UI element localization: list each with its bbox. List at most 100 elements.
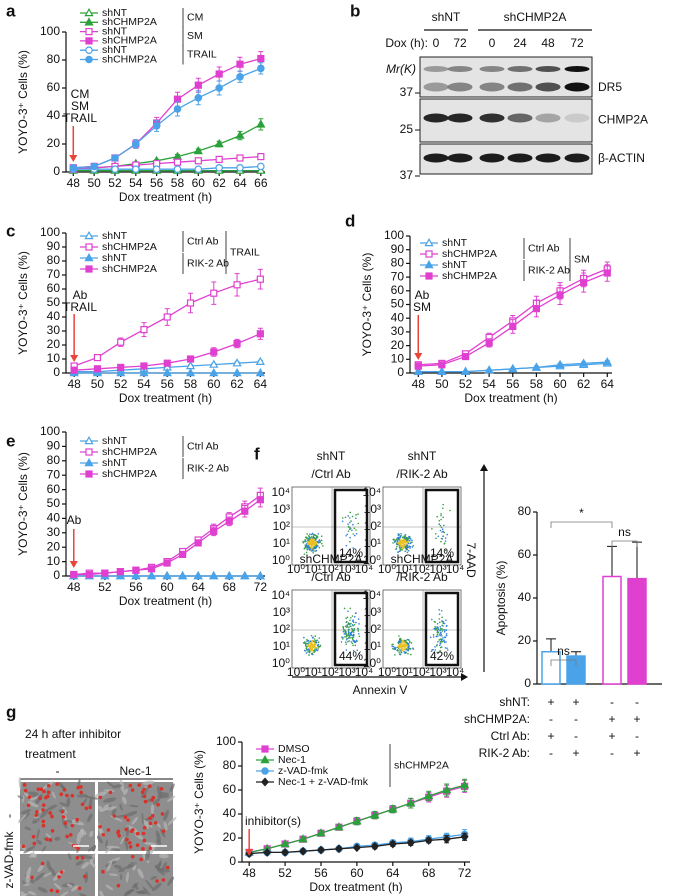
sig-bracket [550,521,613,528]
x-tick-label: 58 [184,377,198,391]
marker [260,777,270,787]
cell [28,891,37,896]
y-axis-label: YOYO-3⁺ Cells (%) [192,750,206,854]
marker [406,798,416,807]
bar [566,655,586,685]
event-dot [307,644,310,647]
flow-tick: 10⁴ [362,485,381,499]
event-dot [398,533,401,536]
event-dot [304,546,307,549]
marker [370,841,379,851]
legend-label: shCHMP2A [102,446,157,458]
cell [119,803,123,811]
event-dot [310,634,313,637]
event-dot [411,539,413,542]
marker [233,281,241,289]
dead-cell [142,838,147,843]
event-dot [441,640,444,643]
x-tick-label: 64 [386,866,400,880]
cell [36,839,43,845]
cell [46,860,52,871]
marker [236,154,244,162]
event-dot [432,636,435,638]
marker [261,767,269,775]
event-dot [309,548,312,551]
y-tick-label: 100 [40,424,60,438]
event-dot [351,529,353,532]
y-tick-label: 60 [518,547,532,561]
x-tick-label: 48 [243,866,257,880]
flow-tick: 10⁴ [355,562,374,576]
marker [224,570,234,580]
event-dot [304,544,307,546]
y-tick-label: 80 [47,253,61,267]
flow-tick: 10¹ [304,665,321,679]
protein-label: DR5 [598,80,622,94]
event-dot [358,623,360,625]
flow-tick: 10³ [364,502,381,516]
cell [26,875,31,883]
event-dot [405,538,408,541]
flow-tick: 10³ [338,562,355,576]
marker [84,7,94,17]
cell [145,849,151,862]
dead-cell [38,796,43,801]
event-dot [315,542,318,544]
event-dot [307,545,310,547]
event-dot [409,640,411,643]
event-dot [436,644,438,646]
event-dot [405,547,407,550]
panel-label: c [6,221,15,240]
cell [155,839,162,846]
event-dot [307,541,310,544]
marker [177,570,188,580]
marker [236,164,244,172]
marker [193,145,203,155]
cell [161,861,168,871]
legend-label: shCHMP2A [442,248,497,260]
event-dot [345,633,347,636]
event-dot [431,618,433,621]
cell [158,853,169,859]
marker [442,784,452,794]
event-dot [313,642,316,645]
cell [106,845,120,849]
cell [163,809,169,821]
event-dot [342,636,344,639]
flow-tick: 10⁴ [362,588,381,602]
event-dot [444,540,447,542]
marker [115,570,126,580]
event-dot [312,647,315,649]
event-dot [350,520,352,522]
event-dot [343,633,346,635]
marker [334,822,344,831]
flow-tick: 10¹ [273,639,290,653]
x-tick-label: 60 [553,377,567,391]
marker [257,64,265,73]
event-dot [449,509,451,512]
annotation: Ab [73,288,88,302]
cell [105,884,114,891]
cell [154,865,165,876]
column-label: Nec-1 [119,764,151,778]
bar [627,577,647,685]
event-dot [352,638,354,641]
dead-cell [106,828,111,832]
event-dot [442,507,444,510]
marker [93,354,102,362]
condition-label: RIK-2 Ab: [479,746,530,760]
series-line [73,67,262,169]
legend-label: shNT [102,44,128,56]
cell [94,791,108,798]
cell [20,809,31,815]
event-dot [345,649,348,651]
marker [424,259,434,269]
dead-cell [76,785,81,790]
event-dot [353,641,356,644]
blot-band [479,113,505,123]
event-dot [394,540,397,543]
marker [193,570,203,580]
event-dot [357,513,359,515]
marker [484,365,494,374]
cell [81,862,90,869]
